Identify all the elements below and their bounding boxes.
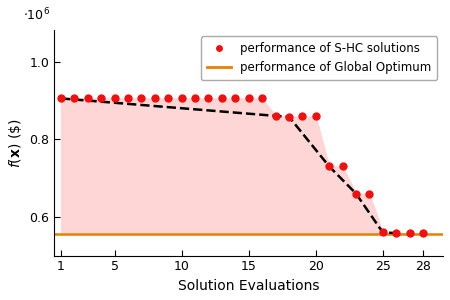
Legend: performance of S-HC solutions, performance of Global Optimum: performance of S-HC solutions, performan…: [201, 36, 437, 80]
Y-axis label: $f(\mathbf{x})$ (\$): $f(\mathbf{x})$ (\$): [7, 118, 24, 168]
X-axis label: Solution Evaluations: Solution Evaluations: [178, 279, 320, 293]
Text: $\cdot 10^6$: $\cdot 10^6$: [23, 7, 50, 24]
